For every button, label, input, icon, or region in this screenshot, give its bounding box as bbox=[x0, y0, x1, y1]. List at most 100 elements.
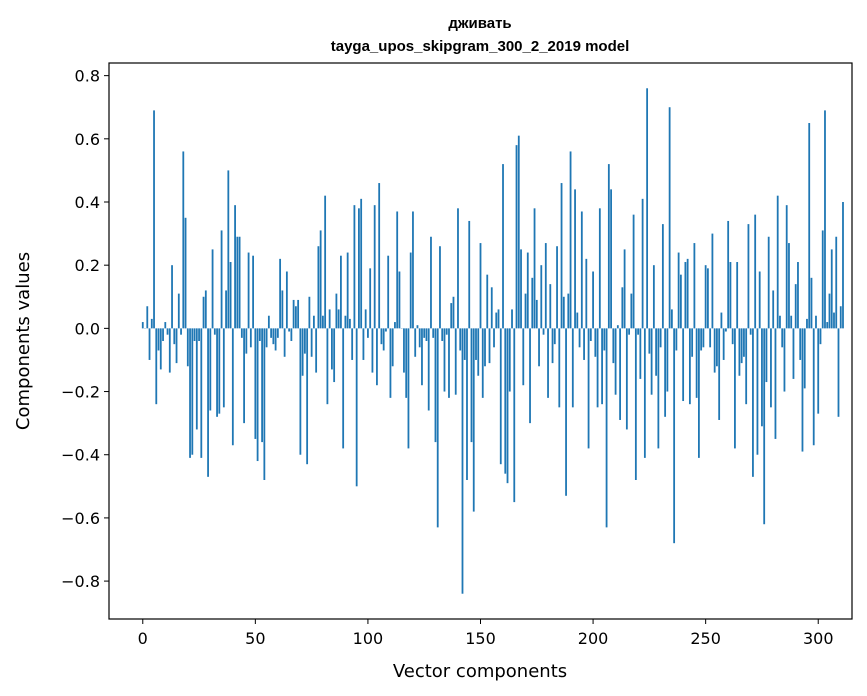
bar-13 bbox=[171, 265, 173, 329]
bar-110 bbox=[389, 328, 392, 398]
bar-87 bbox=[337, 309, 340, 329]
bar-119 bbox=[409, 252, 412, 329]
bar-220 bbox=[637, 328, 640, 335]
bar-133 bbox=[441, 328, 444, 341]
bar-250 bbox=[704, 265, 707, 329]
bar-28 bbox=[204, 290, 207, 329]
bar-97 bbox=[360, 198, 363, 329]
bar-122 bbox=[416, 325, 419, 329]
bar-235 bbox=[670, 309, 673, 329]
bar-80 bbox=[321, 315, 324, 329]
bar-111 bbox=[391, 328, 394, 367]
bar-82 bbox=[326, 328, 329, 405]
bar-264 bbox=[736, 262, 739, 329]
y-tick-label: −0.2 bbox=[61, 383, 100, 402]
y-axis-label: Components values bbox=[13, 252, 34, 430]
bar-233 bbox=[666, 328, 669, 392]
bar-84 bbox=[331, 328, 333, 370]
bar-208 bbox=[610, 189, 612, 329]
bar-73 bbox=[306, 328, 309, 465]
bar-58 bbox=[272, 328, 275, 345]
bar-271 bbox=[752, 328, 754, 477]
bar-86 bbox=[335, 293, 338, 329]
bar-268 bbox=[745, 328, 748, 405]
bar-126 bbox=[425, 328, 428, 341]
bar-299 bbox=[815, 315, 817, 329]
bar-134 bbox=[443, 328, 446, 392]
bar-239 bbox=[679, 274, 682, 329]
y-tick-label: 0.4 bbox=[75, 193, 100, 212]
bar-154 bbox=[488, 328, 491, 364]
x-tick-label: 150 bbox=[465, 629, 496, 648]
bar-147 bbox=[472, 328, 475, 512]
bar-41 bbox=[234, 205, 236, 329]
bar-50 bbox=[254, 328, 257, 439]
bar-145 bbox=[468, 220, 471, 329]
bar-71 bbox=[301, 328, 304, 376]
bar-75 bbox=[310, 328, 313, 357]
y-tick-label: 0.8 bbox=[75, 67, 100, 86]
bar-112 bbox=[394, 322, 396, 329]
y-tick-label: 0.0 bbox=[75, 319, 100, 338]
bar-302 bbox=[821, 230, 824, 329]
bar-259 bbox=[725, 328, 727, 332]
bar-209 bbox=[612, 328, 615, 364]
bar-5 bbox=[153, 110, 155, 329]
bar-81 bbox=[324, 195, 327, 329]
bar-221 bbox=[639, 328, 642, 379]
bar-258 bbox=[722, 328, 725, 360]
bar-160 bbox=[502, 164, 504, 329]
bar-305 bbox=[828, 293, 831, 329]
bar-34 bbox=[218, 328, 221, 414]
bar-181 bbox=[549, 284, 552, 329]
bar-59 bbox=[274, 328, 277, 351]
bar-227 bbox=[652, 265, 655, 329]
bar-48 bbox=[249, 328, 252, 348]
bar-195 bbox=[580, 211, 583, 329]
bar-39 bbox=[229, 262, 232, 329]
bar-78 bbox=[317, 246, 320, 329]
bar-203 bbox=[598, 208, 601, 329]
bar-108 bbox=[385, 328, 387, 332]
bar-74 bbox=[308, 296, 311, 329]
bar-114 bbox=[398, 271, 401, 329]
bar-261 bbox=[729, 262, 732, 329]
bar-240 bbox=[682, 328, 685, 402]
bar-99 bbox=[364, 309, 367, 329]
bar-101 bbox=[369, 268, 372, 329]
y-tick-label: 0.6 bbox=[75, 130, 100, 149]
bar-42 bbox=[236, 236, 239, 329]
plot-frame bbox=[108, 62, 853, 620]
y-tick-label: −0.4 bbox=[61, 446, 100, 465]
bar-29 bbox=[207, 328, 209, 477]
bar-237 bbox=[675, 328, 678, 351]
bar-79 bbox=[319, 230, 322, 329]
bar-64 bbox=[285, 271, 288, 329]
bar-52 bbox=[258, 328, 261, 341]
bar-15 bbox=[175, 328, 178, 364]
bar-83 bbox=[328, 309, 331, 329]
bar-163 bbox=[508, 328, 511, 392]
bar-252 bbox=[709, 328, 712, 348]
bar-162 bbox=[506, 328, 509, 484]
bar-106 bbox=[380, 328, 383, 345]
bar-253 bbox=[711, 233, 714, 329]
bar-21 bbox=[189, 328, 191, 458]
bar-68 bbox=[294, 306, 297, 329]
bar-31 bbox=[211, 249, 214, 329]
bar-51 bbox=[256, 328, 259, 462]
bar-219 bbox=[634, 328, 637, 480]
bar-113 bbox=[396, 211, 399, 329]
bar-287 bbox=[788, 243, 790, 329]
bar-211 bbox=[616, 325, 619, 329]
bar-306 bbox=[830, 249, 833, 329]
bar-44 bbox=[240, 328, 243, 338]
y-tick-label: −0.6 bbox=[61, 509, 100, 528]
bar-35 bbox=[220, 230, 223, 329]
bar-158 bbox=[497, 309, 500, 329]
bar-269 bbox=[747, 224, 750, 329]
bar-254 bbox=[713, 328, 716, 373]
bar-121 bbox=[414, 328, 417, 357]
bar-282 bbox=[776, 195, 779, 329]
